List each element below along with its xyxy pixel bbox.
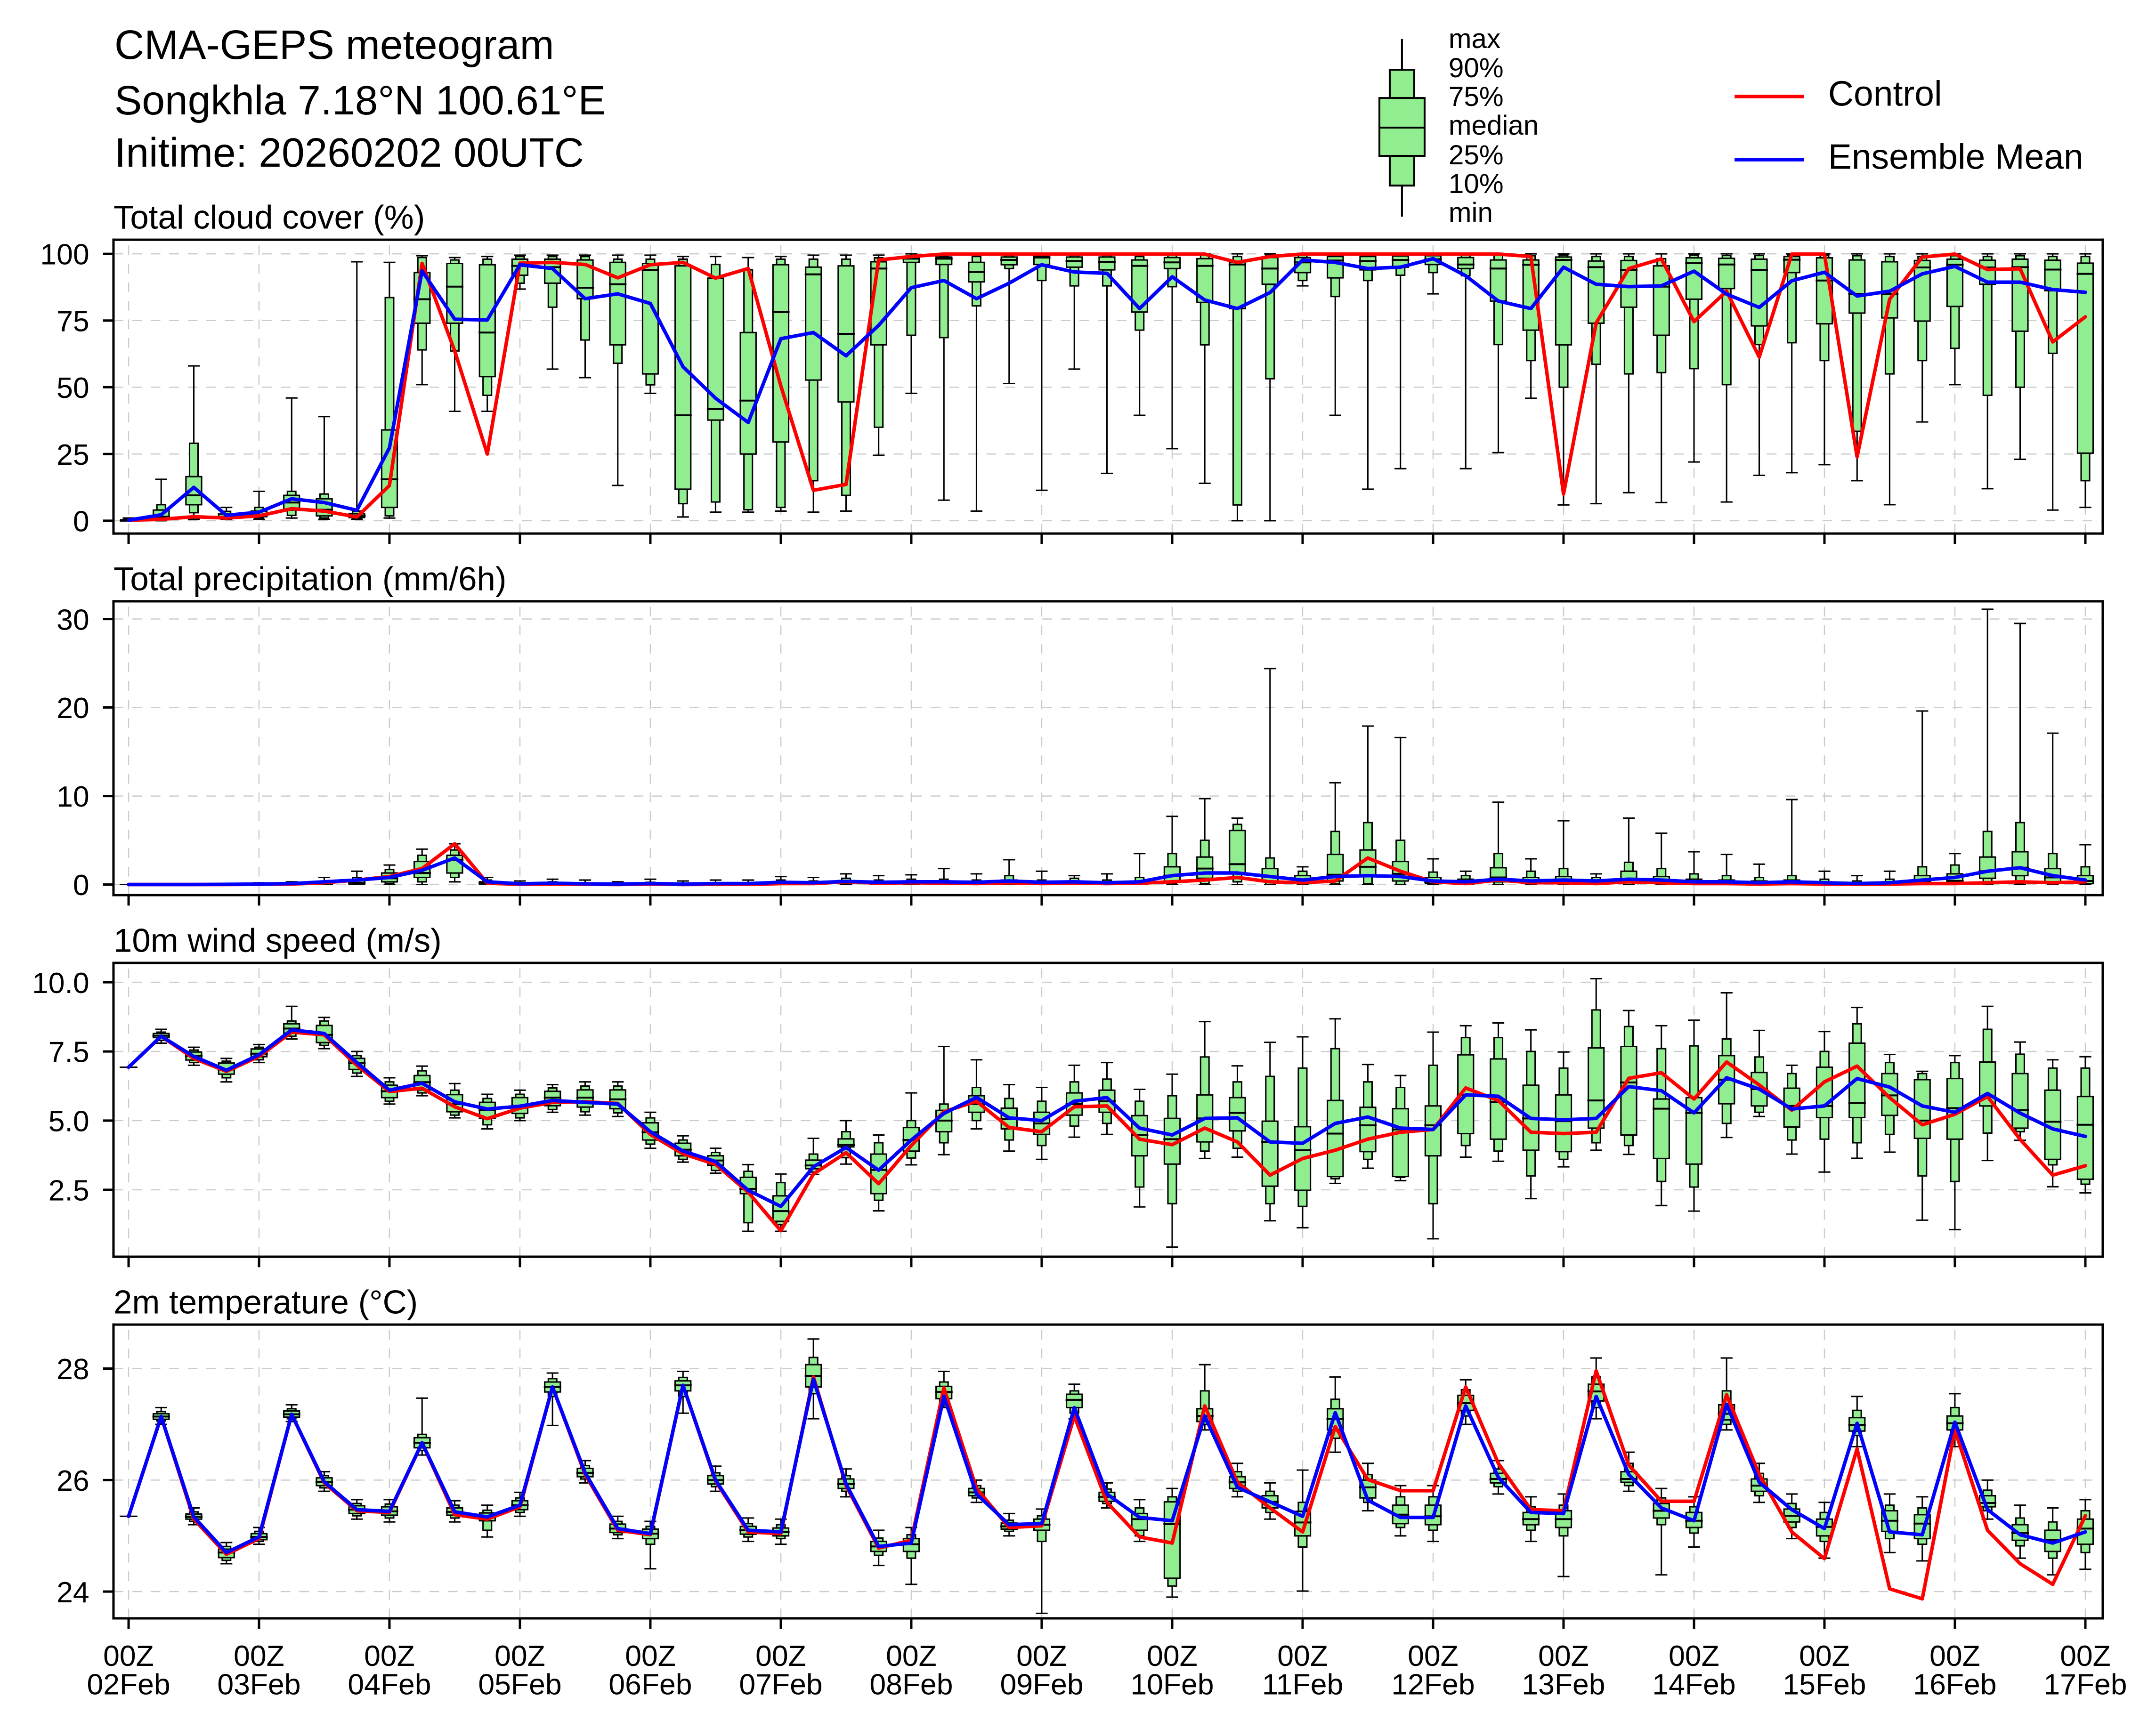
svg-text:03Feb: 03Feb — [217, 1668, 300, 1701]
svg-text:16Feb: 16Feb — [1913, 1668, 1996, 1701]
svg-text:08Feb: 08Feb — [869, 1668, 953, 1701]
svg-text:00Z: 00Z — [1408, 1640, 1459, 1672]
svg-text:00Z: 00Z — [625, 1640, 676, 1672]
svg-text:Control: Control — [1828, 73, 1942, 113]
svg-text:00Z: 00Z — [1277, 1640, 1328, 1672]
svg-text:Total precipitation (mm/6h): Total precipitation (mm/6h) — [113, 560, 507, 598]
svg-text:2m temperature (°C): 2m temperature (°C) — [113, 1284, 418, 1321]
svg-text:10.0: 10.0 — [32, 967, 89, 1000]
svg-text:00Z: 00Z — [755, 1640, 806, 1672]
svg-text:02Feb: 02Feb — [87, 1668, 170, 1701]
svg-text:09Feb: 09Feb — [1000, 1668, 1083, 1701]
svg-text:00Z: 00Z — [234, 1640, 284, 1672]
svg-text:20: 20 — [57, 692, 89, 725]
svg-text:75: 75 — [57, 305, 89, 338]
svg-text:13Feb: 13Feb — [1522, 1668, 1605, 1701]
svg-text:Songkhla 7.18°N 100.61°E: Songkhla 7.18°N 100.61°E — [114, 77, 606, 123]
svg-text:30: 30 — [57, 603, 89, 636]
svg-text:Initime: 20260202 00UTC: Initime: 20260202 00UTC — [114, 129, 584, 176]
svg-text:00Z: 00Z — [1016, 1640, 1067, 1672]
svg-text:00Z: 00Z — [494, 1640, 545, 1672]
svg-text:100: 100 — [40, 238, 89, 271]
svg-text:24: 24 — [57, 1576, 89, 1609]
svg-text:0: 0 — [73, 869, 89, 902]
svg-text:50: 50 — [57, 372, 89, 404]
svg-text:5.0: 5.0 — [49, 1105, 89, 1138]
svg-text:25%: 25% — [1449, 140, 1504, 170]
svg-text:00Z: 00Z — [1147, 1640, 1198, 1672]
svg-text:10m wind speed (m/s): 10m wind speed (m/s) — [113, 922, 442, 959]
svg-text:14Feb: 14Feb — [1652, 1668, 1735, 1701]
svg-text:00Z: 00Z — [2060, 1640, 2111, 1672]
svg-text:00Z: 00Z — [1929, 1640, 1980, 1672]
svg-text:max: max — [1449, 24, 1500, 54]
svg-text:06Feb: 06Feb — [608, 1668, 692, 1701]
svg-text:00Z: 00Z — [886, 1640, 937, 1672]
svg-text:10: 10 — [57, 780, 89, 813]
svg-text:28: 28 — [57, 1353, 89, 1386]
svg-text:00Z: 00Z — [103, 1640, 154, 1672]
svg-text:Total cloud cover (%): Total cloud cover (%) — [113, 199, 425, 236]
svg-text:04Feb: 04Feb — [348, 1668, 431, 1701]
svg-text:median: median — [1449, 110, 1539, 141]
svg-text:2.5: 2.5 — [49, 1174, 89, 1207]
svg-text:15Feb: 15Feb — [1783, 1668, 1866, 1701]
svg-text:00Z: 00Z — [1669, 1640, 1719, 1672]
svg-text:10Feb: 10Feb — [1130, 1668, 1214, 1701]
svg-text:12Feb: 12Feb — [1391, 1668, 1475, 1701]
svg-text:25: 25 — [57, 438, 89, 471]
svg-text:17Feb: 17Feb — [2043, 1668, 2127, 1701]
svg-text:75%: 75% — [1449, 81, 1504, 112]
svg-text:07Feb: 07Feb — [739, 1668, 822, 1701]
svg-text:10%: 10% — [1449, 169, 1504, 199]
svg-text:00Z: 00Z — [1799, 1640, 1850, 1672]
svg-text:min: min — [1449, 197, 1493, 228]
svg-text:Ensemble Mean: Ensemble Mean — [1828, 137, 2083, 176]
svg-text:00Z: 00Z — [1538, 1640, 1589, 1672]
svg-text:90%: 90% — [1449, 53, 1504, 83]
svg-text:7.5: 7.5 — [49, 1036, 89, 1069]
svg-text:11Feb: 11Feb — [1262, 1668, 1344, 1701]
svg-text:0: 0 — [73, 505, 89, 538]
svg-text:26: 26 — [57, 1464, 89, 1497]
svg-text:00Z: 00Z — [364, 1640, 415, 1672]
svg-text:05Feb: 05Feb — [478, 1668, 561, 1701]
svg-text:CMA-GEPS meteogram: CMA-GEPS meteogram — [114, 22, 554, 68]
